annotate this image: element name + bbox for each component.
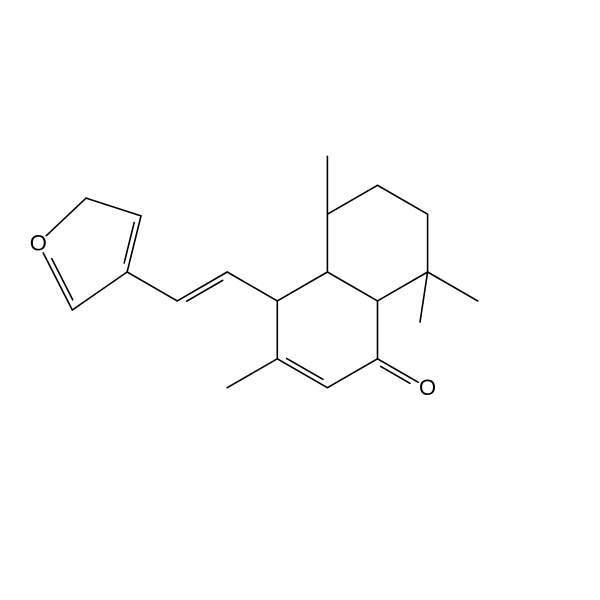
molecule-diagram: OO <box>0 0 600 600</box>
atom-label: O <box>30 231 47 256</box>
atom-label: O <box>419 375 436 400</box>
